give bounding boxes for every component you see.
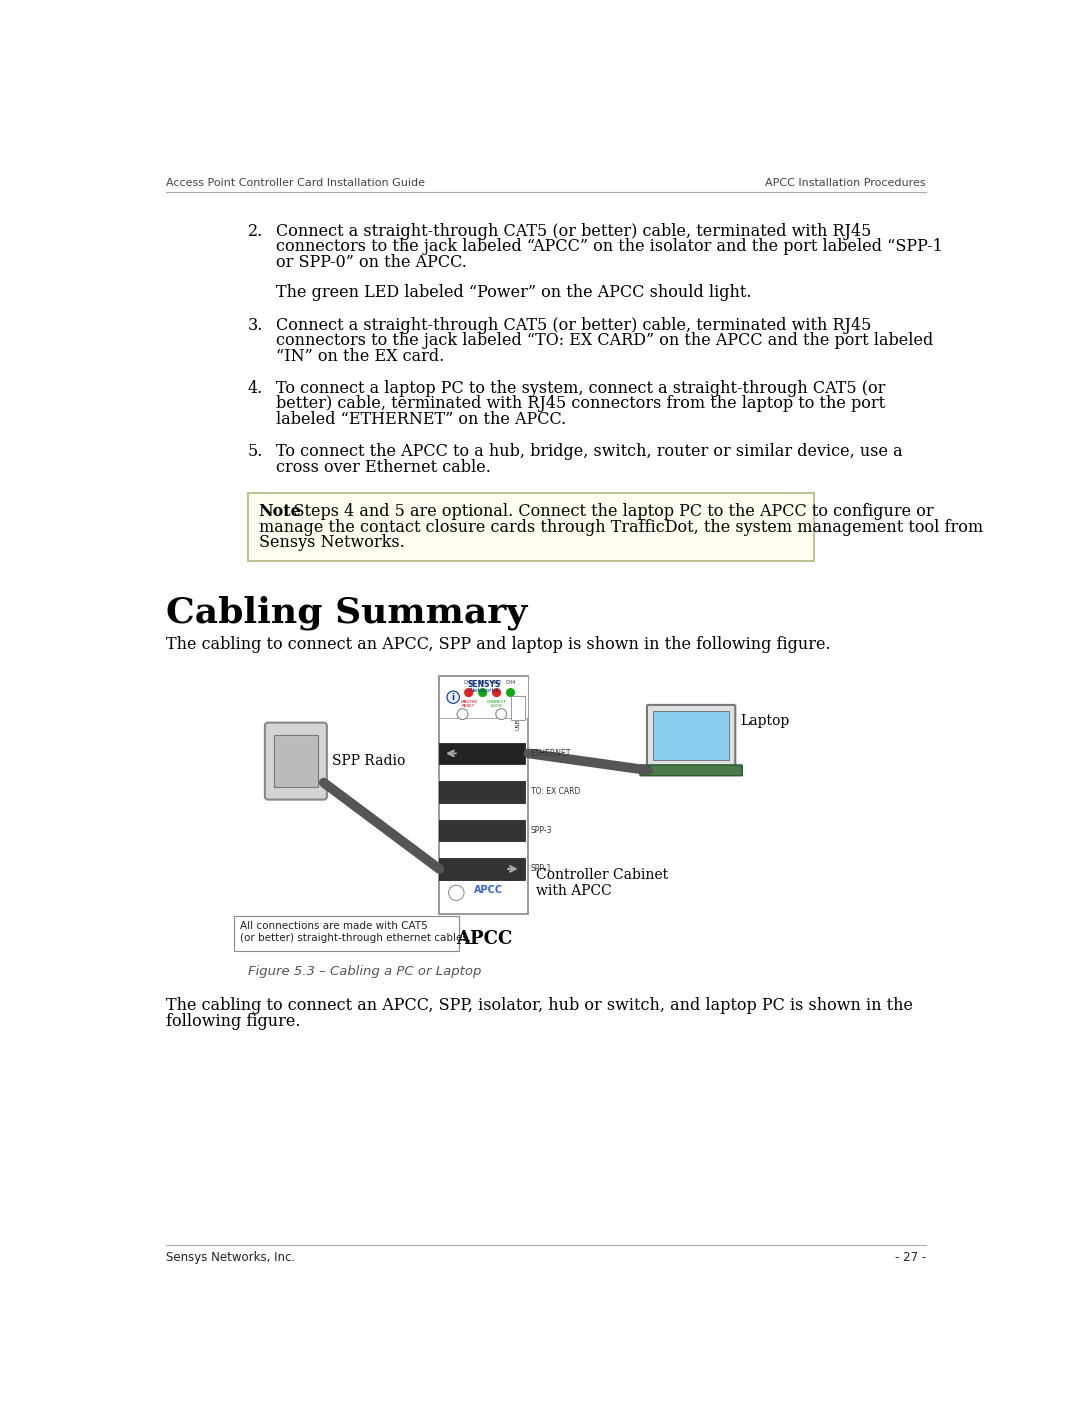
Circle shape: [457, 709, 468, 719]
Text: SPP-3: SPP-3: [530, 826, 552, 836]
Circle shape: [448, 885, 464, 901]
Text: : Steps 4 and 5 are optional. Connect the laptop PC to the APCC to configure or: : Steps 4 and 5 are optional. Connect th…: [283, 503, 934, 520]
Text: labeled “ETHERNET” on the APCC.: labeled “ETHERNET” on the APCC.: [277, 411, 567, 428]
Bar: [439, 743, 524, 764]
Text: connectors to the jack labeled “APCC” on the isolator and the port labeled “SPP-: connectors to the jack labeled “APCC” on…: [277, 239, 944, 256]
Bar: [439, 782, 524, 803]
Bar: [511, 696, 525, 719]
Text: The cabling to connect an APCC, SPP, isolator, hub or switch, and laptop PC is s: The cabling to connect an APCC, SPP, iso…: [166, 998, 913, 1015]
Text: Sensys Networks, Inc.: Sensys Networks, Inc.: [166, 1250, 295, 1263]
Text: or SPP-0” on the APCC.: or SPP-0” on the APCC.: [277, 254, 468, 270]
Text: - 27 -: - 27 -: [895, 1250, 925, 1263]
Text: following figure.: following figure.: [166, 1013, 300, 1030]
Bar: [439, 820, 524, 841]
Text: APCC Installation Procedures: APCC Installation Procedures: [766, 178, 925, 188]
Text: cross over Ethernet cable.: cross over Ethernet cable.: [277, 459, 491, 476]
Text: To connect the APCC to a hub, bridge, switch, router or similar device, use a: To connect the APCC to a hub, bridge, sw…: [277, 443, 903, 460]
Text: connectors to the jack labeled “TO: EX CARD” on the APCC and the port labeled: connectors to the jack labeled “TO: EX C…: [277, 333, 934, 350]
Text: Cabling Summary: Cabling Summary: [166, 595, 527, 630]
Text: “IN” on the EX card.: “IN” on the EX card.: [277, 348, 445, 365]
FancyBboxPatch shape: [640, 764, 742, 776]
Text: better) cable, terminated with RJ45 connectors from the laptop to the port: better) cable, terminated with RJ45 conn…: [277, 395, 886, 412]
Text: TO: EX CARD: TO: EX CARD: [530, 787, 580, 796]
Text: ETHERNET: ETHERNET: [530, 749, 571, 757]
Text: USB: USB: [515, 719, 521, 730]
Text: Note: Note: [259, 503, 301, 520]
Text: All connections are made with CAT5: All connections are made with CAT5: [240, 921, 428, 931]
Circle shape: [507, 689, 514, 696]
Text: SPP-1: SPP-1: [530, 864, 552, 874]
Circle shape: [493, 689, 501, 696]
Text: Access Point Controller Card Installation Guide: Access Point Controller Card Installatio…: [166, 178, 425, 188]
Text: Figure 5.3 – Cabling a PC or Laptop: Figure 5.3 – Cabling a PC or Laptop: [248, 965, 481, 978]
Bar: [653, 710, 730, 760]
Bar: [274, 735, 317, 787]
Text: The cabling to connect an APCC, SPP and laptop is shown in the following figure.: The cabling to connect an APCC, SPP and …: [166, 635, 831, 652]
Text: Connect a straight-through CAT5 (or better) cable, terminated with RJ45: Connect a straight-through CAT5 (or bett…: [277, 317, 872, 334]
Text: (or better) straight-through ethernet cables.: (or better) straight-through ethernet ca…: [240, 932, 472, 942]
Text: Laptop: Laptop: [740, 715, 789, 728]
Text: SPP Radio: SPP Radio: [331, 755, 405, 769]
Text: The green LED labeled “Power” on the APCC should light.: The green LED labeled “Power” on the APC…: [277, 284, 752, 301]
Text: manage the contact closure cards through TrafficDot, the system management tool : manage the contact closure cards through…: [259, 519, 983, 536]
Text: LOGIC: LOGIC: [490, 705, 503, 708]
FancyBboxPatch shape: [248, 493, 814, 561]
Text: 5.: 5.: [248, 443, 263, 460]
Text: APCC: APCC: [474, 885, 504, 895]
Text: CH1: CH1: [477, 681, 488, 685]
Text: To connect a laptop PC to the system, connect a straight-through CAT5 (or: To connect a laptop PC to the system, co…: [277, 379, 886, 396]
Text: 2.: 2.: [248, 223, 263, 240]
Bar: [234, 917, 459, 951]
Text: MASTER: MASTER: [460, 701, 477, 705]
Bar: [439, 675, 528, 718]
FancyBboxPatch shape: [646, 705, 735, 766]
Circle shape: [464, 689, 473, 696]
Text: RESET: RESET: [462, 705, 475, 708]
Bar: [439, 675, 528, 914]
Text: CONNECT: CONNECT: [487, 701, 507, 705]
Text: CH0: CH0: [463, 681, 474, 685]
Text: 3.: 3.: [248, 317, 263, 334]
Circle shape: [496, 709, 507, 719]
Circle shape: [479, 689, 487, 696]
Text: 4.: 4.: [248, 379, 263, 396]
Text: Controller Cabinet
with APCC: Controller Cabinet with APCC: [536, 868, 668, 898]
Text: Connect a straight-through CAT5 (or better) cable, terminated with RJ45: Connect a straight-through CAT5 (or bett…: [277, 223, 872, 240]
Text: SENSYS: SENSYS: [468, 681, 501, 689]
Text: KH2: KH2: [492, 681, 502, 685]
Text: CH4: CH4: [506, 681, 515, 685]
Circle shape: [447, 691, 459, 703]
FancyBboxPatch shape: [265, 723, 327, 800]
Text: Sensys Networks.: Sensys Networks.: [259, 534, 405, 551]
Text: i: i: [452, 692, 455, 702]
Bar: [439, 858, 524, 880]
Text: APCC: APCC: [456, 929, 512, 948]
Text: Networks: Networks: [469, 688, 498, 693]
